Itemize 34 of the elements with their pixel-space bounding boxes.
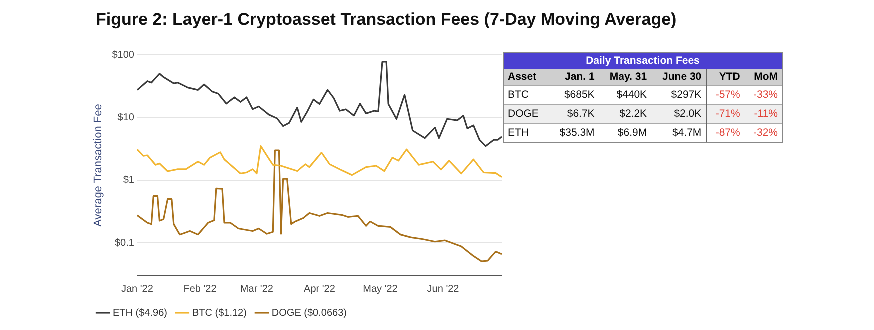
text: $685K bbox=[564, 89, 595, 101]
y-tick-label: $1 bbox=[123, 175, 135, 186]
x-tick-label: Apr '22 bbox=[304, 284, 336, 295]
x-tick-label: Jun '22 bbox=[427, 284, 460, 295]
text: Daily Transaction Fees bbox=[504, 53, 782, 69]
text: -57% bbox=[716, 89, 740, 101]
legend-label: DOGE ($0.0663) bbox=[272, 308, 347, 319]
text: -32% bbox=[753, 127, 778, 139]
text: $297K bbox=[671, 89, 702, 101]
text: -33% bbox=[753, 89, 778, 101]
legend-label: BTC ($1.12) bbox=[192, 308, 247, 319]
text: $4.7M bbox=[672, 127, 702, 139]
category-label: YTD bbox=[706, 69, 744, 86]
y-axis-title: Average Transaction Fee bbox=[92, 104, 105, 227]
x-tick-label: Mar '22 bbox=[240, 284, 274, 295]
text: $6.9M bbox=[618, 127, 648, 139]
x-tick-label: Jan '22 bbox=[121, 284, 154, 295]
category-label: Asset bbox=[507, 70, 538, 85]
text: -87% bbox=[716, 127, 740, 139]
legend-label: ETH ($4.96) bbox=[113, 308, 168, 319]
y-tick-label: $100 bbox=[112, 50, 135, 61]
x-tick-label: Feb '22 bbox=[184, 284, 218, 295]
text: BTC bbox=[508, 89, 529, 101]
chart-title: Figure 2: Layer-1 Cryptoasset Transaction Fees (7-Day Moving Average) bbox=[96, 10, 678, 30]
row-shading: DOGE $6.7K $2.2K $2.0K -71% -11% bbox=[504, 104, 782, 124]
x-tick-label: May '22 bbox=[363, 284, 398, 295]
category-label: June 30 bbox=[662, 70, 703, 85]
text: ETH bbox=[508, 127, 529, 139]
category-label: May. 31 bbox=[608, 70, 648, 85]
y-tick-label: $0.1 bbox=[114, 238, 135, 249]
y-tick-label: $10 bbox=[118, 112, 135, 124]
category-label: Jan. 1 bbox=[564, 70, 596, 85]
text: $440K bbox=[616, 89, 648, 101]
text: $35.3M bbox=[560, 127, 595, 139]
